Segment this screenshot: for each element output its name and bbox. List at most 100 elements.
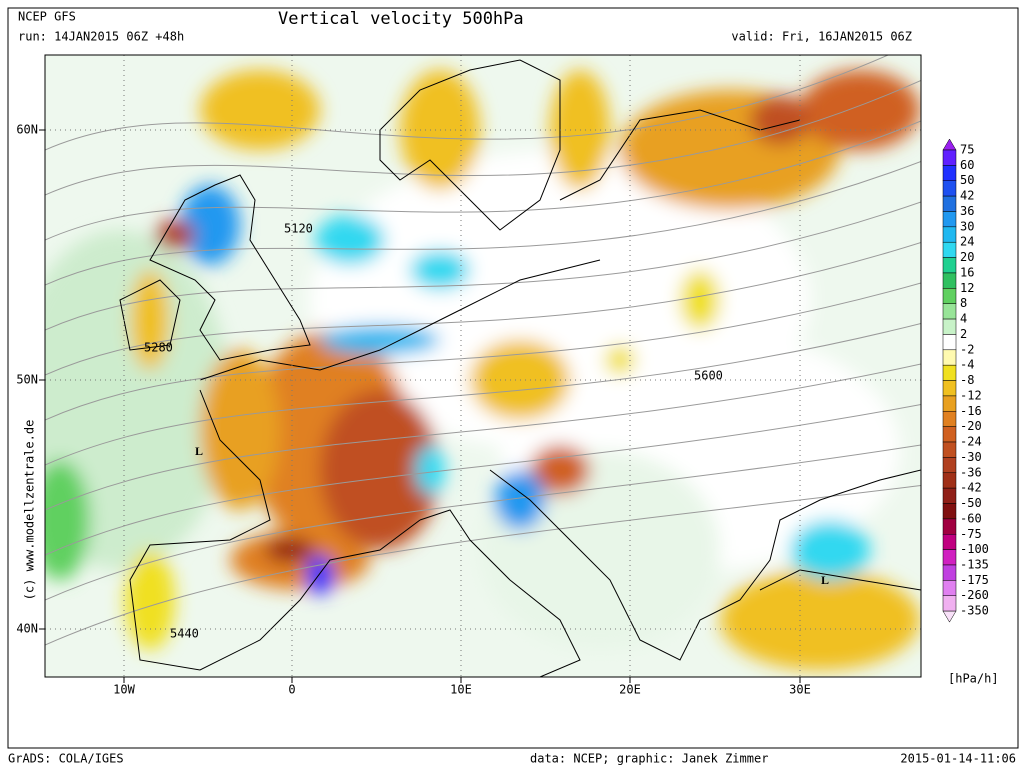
colorbar-box bbox=[942, 272, 957, 289]
colorbar: 75605042363024201612842-2-4-8-12-16-20-2… bbox=[942, 138, 989, 623]
footer-right: 2015-01-14-11:06 bbox=[900, 752, 1016, 766]
colorbar-label: -4 bbox=[960, 358, 974, 372]
colorbar-box bbox=[942, 457, 957, 474]
colorbar-label: 24 bbox=[960, 235, 974, 249]
lat-label: 50N bbox=[16, 373, 38, 387]
colorbar-box bbox=[942, 364, 957, 381]
contour-label: 5600 bbox=[694, 369, 723, 383]
field-blob bbox=[530, 445, 590, 495]
outer-frame bbox=[7, 7, 1019, 749]
contour-label: 5280 bbox=[144, 341, 173, 355]
run-label: run: 14JAN2015 06Z +48h bbox=[18, 30, 184, 44]
colorbar-label: 75 bbox=[960, 143, 974, 157]
colorbar-label: 16 bbox=[960, 265, 974, 279]
colorbar-box bbox=[942, 303, 957, 320]
italy-coast bbox=[419, 509, 581, 677]
field-blob bbox=[415, 445, 445, 495]
colorbar-box bbox=[942, 349, 957, 366]
colorbar-label: 30 bbox=[960, 219, 974, 233]
contour-line bbox=[45, 201, 921, 331]
coastlines bbox=[119, 59, 921, 677]
valid-label: valid: Fri, 16JAN2015 06Z bbox=[731, 30, 912, 44]
colorbar-box bbox=[942, 411, 957, 427]
colorbar-label: -30 bbox=[960, 450, 982, 464]
lon-label: 20E bbox=[619, 683, 641, 697]
colorbar-label: -24 bbox=[960, 435, 982, 449]
contour-line bbox=[45, 80, 921, 196]
low-marker: L bbox=[195, 444, 203, 458]
contour-line bbox=[45, 363, 921, 511]
field-blob bbox=[410, 250, 470, 290]
colorbar-label: -75 bbox=[960, 527, 982, 541]
colorbar-label: -135 bbox=[960, 557, 989, 571]
colorbar-box bbox=[942, 534, 957, 550]
scandinavia bbox=[379, 59, 561, 231]
colorbar-box bbox=[942, 395, 957, 412]
field-blob bbox=[605, 345, 635, 375]
colorbar-label: -8 bbox=[960, 373, 974, 387]
colorbar-label: -50 bbox=[960, 496, 982, 510]
turkey-coast bbox=[759, 569, 921, 591]
colorbar-label: -12 bbox=[960, 388, 982, 402]
field-blob bbox=[45, 460, 90, 580]
field-blob bbox=[315, 215, 385, 265]
map-title: Vertical velocity 500hPa bbox=[278, 9, 524, 29]
baltic-coast bbox=[559, 109, 801, 201]
field-blob bbox=[720, 570, 920, 670]
field-blob bbox=[320, 325, 440, 355]
field-blob bbox=[180, 185, 240, 265]
field-blob bbox=[200, 70, 320, 150]
colorbar-label: 36 bbox=[960, 204, 974, 218]
colorbar-box bbox=[942, 487, 957, 504]
contour-line bbox=[45, 120, 921, 241]
colorbar-label: 8 bbox=[960, 296, 967, 310]
colorbar-label: -16 bbox=[960, 404, 982, 418]
colorbar-label: -100 bbox=[960, 542, 989, 556]
colorbar-box bbox=[942, 441, 957, 458]
ireland bbox=[119, 279, 181, 351]
colorbar-label: 60 bbox=[960, 158, 974, 172]
height-contours bbox=[45, 55, 921, 646]
lon-label: 10W bbox=[113, 683, 135, 697]
contour-line bbox=[45, 55, 890, 151]
colorbar-label: -260 bbox=[960, 588, 989, 602]
colorbar-label: -42 bbox=[960, 481, 982, 495]
lon-label: 0 bbox=[288, 683, 295, 697]
colorbar-box bbox=[942, 226, 957, 243]
balkan-coast bbox=[489, 469, 921, 661]
colorbar-label: 12 bbox=[960, 281, 974, 295]
field-blob bbox=[790, 520, 870, 580]
axis-labels: 60N 50N 40N 10W 0 10E 20E 30E bbox=[16, 123, 811, 697]
credit: (c) www.modellzentrale.de bbox=[23, 420, 37, 601]
colorbar-box bbox=[942, 211, 957, 228]
field bbox=[45, 70, 920, 670]
colorbar-label: -350 bbox=[960, 604, 989, 618]
lon-label: 30E bbox=[789, 683, 811, 697]
colorbar-label: -175 bbox=[960, 573, 989, 587]
colorbar-box bbox=[942, 257, 957, 274]
colorbar-label: -20 bbox=[960, 419, 982, 433]
contour-label: 5440 bbox=[170, 627, 199, 641]
colorbar-box bbox=[942, 472, 957, 489]
field-blob bbox=[200, 350, 280, 510]
britain bbox=[149, 174, 311, 361]
colorbar-cap bbox=[942, 610, 957, 623]
contour-line bbox=[45, 242, 921, 376]
colorbar-box bbox=[942, 288, 957, 304]
contour-line bbox=[45, 282, 921, 421]
colorbar-box bbox=[942, 426, 957, 443]
colorbar-label: -36 bbox=[960, 465, 982, 479]
field-blob bbox=[680, 270, 720, 330]
field-blob bbox=[320, 390, 440, 550]
footer-middle: data: NCEP; graphic: Janek Zimmer bbox=[530, 752, 768, 766]
contour-line bbox=[45, 161, 921, 286]
colorbar-label: 20 bbox=[960, 250, 974, 264]
low-marker: L bbox=[821, 573, 829, 587]
colorbar-label: 42 bbox=[960, 189, 974, 203]
contour-label: 5120 bbox=[284, 222, 313, 236]
colorbar-box bbox=[942, 165, 957, 181]
colorbar-label: 4 bbox=[960, 312, 967, 326]
field-blob bbox=[800, 70, 920, 150]
colorbar-box bbox=[942, 564, 957, 581]
